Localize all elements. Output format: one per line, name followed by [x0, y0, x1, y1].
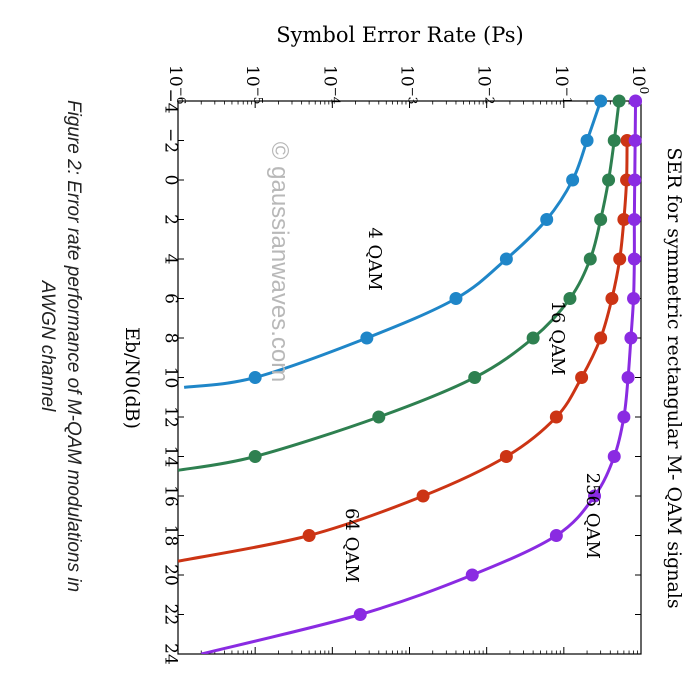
data-point-64-qam [549, 410, 563, 424]
data-point-16-qam [594, 213, 608, 226]
data-point-4-qam [499, 252, 513, 266]
series-lines [178, 101, 638, 654]
x-tick-label: 8 [161, 333, 181, 344]
x-tick-label: −4 [161, 88, 181, 113]
x-tick-label: 14 [161, 446, 181, 468]
data-point-64-qam [613, 252, 627, 266]
data-point-64-qam [575, 371, 589, 384]
series-line-256-qam [200, 101, 638, 654]
data-point-16-qam [583, 252, 597, 266]
x-tick-label: 2 [161, 214, 181, 225]
series-points [248, 94, 643, 621]
y-tick-label: 10−5 [242, 65, 265, 104]
series-label-64-qam: 64 QAM [341, 508, 362, 583]
data-point-256-qam [465, 568, 479, 582]
data-point-4-qam [449, 292, 463, 305]
data-point-256-qam [628, 173, 642, 187]
data-point-256-qam [607, 450, 621, 463]
data-point-16-qam [563, 292, 577, 305]
y-tick-label: 10−4 [319, 65, 342, 105]
data-point-256-qam [627, 252, 641, 266]
x-tick-label: 24 [161, 643, 181, 665]
x-tick-label: 4 [161, 254, 181, 265]
data-point-16-qam [607, 134, 621, 147]
data-point-256-qam [353, 608, 367, 621]
data-point-4-qam [580, 134, 594, 147]
data-point-256-qam [627, 292, 641, 305]
data-point-4-qam [566, 173, 580, 187]
data-point-16-qam [612, 94, 626, 108]
data-point-256-qam [628, 134, 642, 147]
data-point-4-qam [360, 331, 374, 345]
x-tick-label: 20 [161, 564, 181, 586]
data-point-4-qam [540, 213, 554, 226]
x-tick-label: 0 [161, 175, 181, 186]
chart-title: SER for symmetric rectangular M- QAM sig… [663, 147, 685, 608]
data-point-4-qam [594, 94, 608, 108]
data-point-16-qam [468, 371, 482, 384]
x-tick-label: 16 [161, 485, 181, 507]
data-point-64-qam [605, 292, 619, 305]
data-point-64-qam [617, 213, 631, 226]
series-labels: 4 QAM 16 QAM 64 QAM 256 QAM [341, 227, 603, 582]
data-point-256-qam [627, 213, 641, 226]
y-axis-label: Symbol Error Rate (Ps) [276, 23, 524, 47]
data-point-4-qam [248, 371, 262, 384]
data-point-256-qam [624, 331, 638, 345]
y-tick-label: 100 [628, 65, 651, 94]
data-point-256-qam [617, 410, 631, 424]
data-point-64-qam [499, 450, 513, 463]
x-tick-label: 18 [161, 525, 181, 547]
data-point-256-qam [588, 489, 602, 503]
data-point-64-qam [594, 331, 608, 345]
data-point-256-qam [621, 371, 635, 384]
y-tick-label: 10−1 [551, 65, 574, 104]
data-point-64-qam [302, 529, 316, 542]
figure-caption-line-1: Figure 2: Error rate performance of M-QA… [63, 100, 84, 592]
series-label-16-qam: 16 QAM [547, 301, 568, 376]
x-tick-label: 12 [161, 406, 181, 428]
data-point-16-qam [526, 331, 540, 345]
x-tick-label: 6 [161, 293, 181, 304]
x-axis-label: Eb/N0(dB) [121, 327, 143, 429]
data-point-16-qam [372, 410, 386, 424]
data-point-16-qam [248, 450, 262, 463]
y-axis-ticks: 10−6 10−5 10−4 10−3 10−2 10−1 100 [165, 65, 651, 654]
y-tick-label: 10−6 [165, 65, 188, 104]
x-tick-label: −2 [161, 128, 181, 153]
data-point-256-qam [549, 529, 563, 542]
watermark: © gaussianwaves.com [266, 142, 293, 382]
data-point-256-qam [629, 94, 643, 108]
y-tick-label: 10−3 [397, 65, 420, 104]
series-line-4-qam [183, 101, 603, 389]
series-label-256-qam: 256 QAM [582, 473, 603, 559]
y-tick-label: 10−2 [474, 65, 497, 104]
x-tick-label: 22 [161, 604, 181, 626]
series-label-4-qam: 4 QAM [364, 227, 385, 290]
x-tick-label: 10 [161, 367, 181, 389]
data-point-64-qam [416, 489, 430, 503]
data-point-16-qam [602, 173, 616, 187]
figure-caption-line-2: AWGN channel [37, 280, 58, 412]
